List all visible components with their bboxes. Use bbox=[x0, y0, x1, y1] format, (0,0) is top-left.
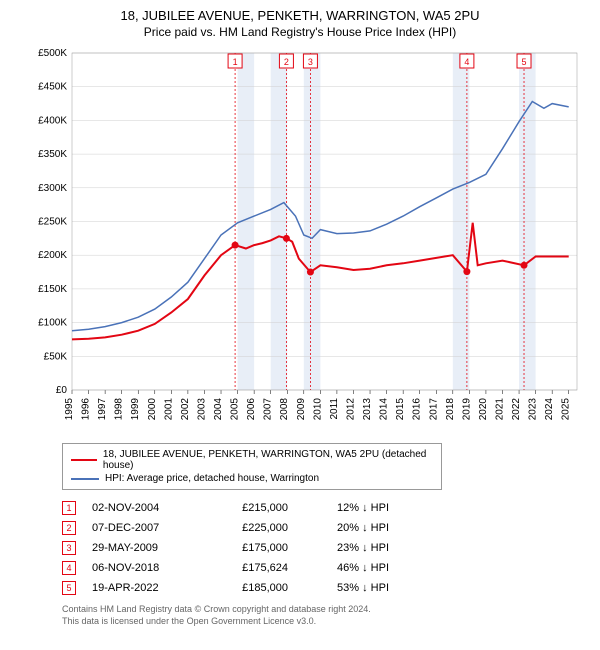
row-price: £215,000 bbox=[208, 502, 288, 514]
row-price: £185,000 bbox=[208, 582, 288, 594]
row-date: 29-MAY-2009 bbox=[92, 542, 192, 554]
svg-text:£350K: £350K bbox=[38, 149, 67, 160]
svg-text:2024: 2024 bbox=[544, 398, 555, 421]
footer-line2: This data is licensed under the Open Gov… bbox=[62, 616, 588, 628]
svg-text:£500K: £500K bbox=[38, 48, 67, 59]
row-price: £225,000 bbox=[208, 522, 288, 534]
svg-text:1999: 1999 bbox=[130, 398, 141, 421]
legend: 18, JUBILEE AVENUE, PENKETH, WARRINGTON,… bbox=[62, 443, 442, 490]
svg-text:2013: 2013 bbox=[362, 398, 373, 421]
svg-text:£0: £0 bbox=[56, 385, 68, 396]
svg-text:1998: 1998 bbox=[114, 398, 125, 421]
svg-text:2016: 2016 bbox=[412, 398, 423, 421]
legend-swatch bbox=[71, 459, 97, 461]
row-marker: 5 bbox=[62, 581, 76, 595]
chart-svg: £0 £50K £100K £150K £200K £250K £300K £350K £400… bbox=[22, 45, 582, 435]
svg-text:2017: 2017 bbox=[428, 398, 439, 421]
svg-text:2025: 2025 bbox=[561, 398, 572, 421]
svg-text:2007: 2007 bbox=[263, 398, 274, 421]
row-price: £175,000 bbox=[208, 542, 288, 554]
row-pct: 20% ↓ HPI bbox=[304, 522, 389, 534]
legend-swatch bbox=[71, 478, 99, 480]
row-marker: 1 bbox=[62, 501, 76, 515]
row-date: 19-APR-2022 bbox=[92, 582, 192, 594]
svg-text:2018: 2018 bbox=[445, 398, 456, 421]
table-row: 3 29-MAY-2009 £175,000 23% ↓ HPI bbox=[62, 538, 588, 558]
svg-text:2012: 2012 bbox=[345, 398, 356, 421]
svg-text:£150K: £150K bbox=[38, 284, 67, 295]
chart-area: £0 £50K £100K £150K £200K £250K £300K £350K £400… bbox=[22, 45, 582, 435]
svg-text:2021: 2021 bbox=[494, 398, 505, 421]
sales-table: 1 02-NOV-2004 £215,000 12% ↓ HPI 2 07-DEC-200… bbox=[62, 498, 588, 598]
svg-text:£300K: £300K bbox=[38, 183, 67, 194]
svg-text:2003: 2003 bbox=[196, 398, 207, 421]
svg-text:£400K: £400K bbox=[38, 115, 67, 126]
row-pct: 46% ↓ HPI bbox=[304, 562, 389, 574]
svg-text:£450K: £450K bbox=[38, 82, 67, 93]
legend-item: 18, JUBILEE AVENUE, PENKETH, WARRINGTON,… bbox=[71, 448, 433, 472]
svg-text:1: 1 bbox=[233, 57, 238, 67]
table-row: 2 07-DEC-2007 £225,000 20% ↓ HPI bbox=[62, 518, 588, 538]
row-date: 07-DEC-2007 bbox=[92, 522, 192, 534]
row-marker: 4 bbox=[62, 561, 76, 575]
row-pct: 23% ↓ HPI bbox=[304, 542, 389, 554]
svg-text:1995: 1995 bbox=[64, 398, 75, 421]
svg-text:3: 3 bbox=[308, 57, 313, 67]
svg-text:2005: 2005 bbox=[230, 398, 241, 421]
svg-text:1997: 1997 bbox=[97, 398, 108, 421]
svg-text:1996: 1996 bbox=[81, 398, 92, 421]
svg-text:2002: 2002 bbox=[180, 398, 191, 421]
svg-text:2000: 2000 bbox=[147, 398, 158, 421]
row-pct: 53% ↓ HPI bbox=[304, 582, 389, 594]
svg-text:2020: 2020 bbox=[478, 398, 489, 421]
table-row: 5 19-APR-2022 £185,000 53% ↓ HPI bbox=[62, 578, 588, 598]
table-row: 1 02-NOV-2004 £215,000 12% ↓ HPI bbox=[62, 498, 588, 518]
row-marker: 2 bbox=[62, 521, 76, 535]
svg-text:£50K: £50K bbox=[44, 351, 68, 362]
svg-text:2011: 2011 bbox=[329, 398, 340, 420]
footer: Contains HM Land Registry data © Crown c… bbox=[62, 604, 588, 627]
svg-text:£200K: £200K bbox=[38, 250, 67, 261]
row-date: 02-NOV-2004 bbox=[92, 502, 192, 514]
svg-text:2009: 2009 bbox=[296, 398, 307, 421]
svg-text:2019: 2019 bbox=[461, 398, 472, 421]
svg-text:2010: 2010 bbox=[312, 398, 323, 421]
svg-text:2015: 2015 bbox=[395, 398, 406, 421]
svg-text:2: 2 bbox=[284, 57, 289, 67]
legend-label: HPI: Average price, detached house, Warr… bbox=[105, 473, 319, 484]
svg-text:2014: 2014 bbox=[379, 398, 390, 421]
chart-container: 18, JUBILEE AVENUE, PENKETH, WARRINGTON,… bbox=[0, 0, 600, 650]
chart-subtitle: Price paid vs. HM Land Registry's House … bbox=[12, 25, 588, 39]
svg-text:4: 4 bbox=[464, 57, 469, 67]
svg-text:2006: 2006 bbox=[246, 398, 257, 421]
table-row: 4 06-NOV-2018 £175,624 46% ↓ HPI bbox=[62, 558, 588, 578]
row-price: £175,624 bbox=[208, 562, 288, 574]
row-marker: 3 bbox=[62, 541, 76, 555]
svg-text:£100K: £100K bbox=[38, 318, 67, 329]
svg-text:2001: 2001 bbox=[163, 398, 174, 421]
legend-label: 18, JUBILEE AVENUE, PENKETH, WARRINGTON,… bbox=[103, 449, 433, 471]
legend-item: HPI: Average price, detached house, Warr… bbox=[71, 472, 433, 485]
svg-text:2022: 2022 bbox=[511, 398, 522, 421]
row-date: 06-NOV-2018 bbox=[92, 562, 192, 574]
svg-text:2004: 2004 bbox=[213, 398, 224, 421]
svg-text:2008: 2008 bbox=[279, 398, 290, 421]
row-pct: 12% ↓ HPI bbox=[304, 502, 389, 514]
svg-text:2023: 2023 bbox=[528, 398, 539, 421]
svg-text:5: 5 bbox=[522, 57, 527, 67]
svg-text:£250K: £250K bbox=[38, 217, 67, 228]
chart-title: 18, JUBILEE AVENUE, PENKETH, WARRINGTON,… bbox=[12, 8, 588, 23]
footer-line1: Contains HM Land Registry data © Crown c… bbox=[62, 604, 588, 616]
